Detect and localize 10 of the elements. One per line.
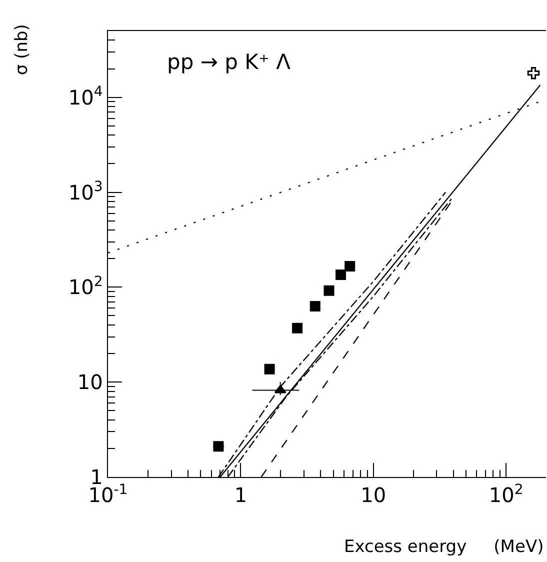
- x-tick-label: 10: [360, 483, 386, 508]
- y-tick-label: 10$^{4}$: [68, 84, 103, 110]
- y-tick-label: 10$^{2}$: [68, 274, 103, 300]
- y-tick-label: 10$^{3}$: [68, 178, 103, 204]
- x-axis-title: Excess energy (MeV): [344, 537, 544, 557]
- y-tick-label: 10: [77, 370, 103, 394]
- y-axis-title: σ (nb): [12, 24, 32, 76]
- x-tick-label: 10$^{2}$: [488, 482, 524, 508]
- x-tick-label: 1: [234, 483, 248, 508]
- annotation: pp → p K⁺ Λ: [167, 50, 292, 74]
